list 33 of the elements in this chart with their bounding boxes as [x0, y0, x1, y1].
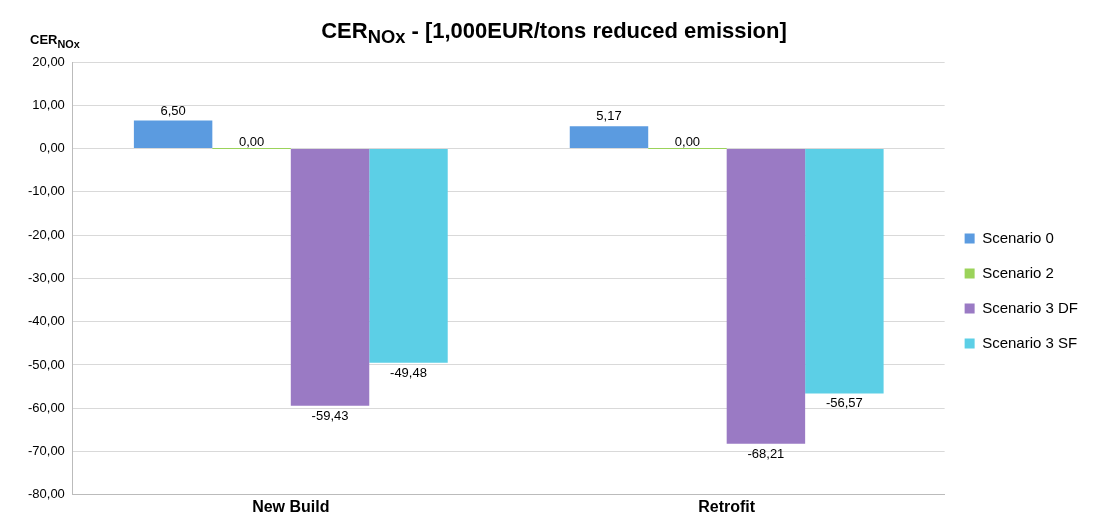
- data-label: -56,57: [825, 395, 863, 411]
- bar: [290, 149, 370, 406]
- legend-label: Scenario 3 DF: [982, 298, 1078, 316]
- legend-label: Scenario 3 SF: [982, 333, 1078, 351]
- bar: [805, 149, 884, 394]
- y-tick-label: -40,00: [27, 313, 65, 329]
- legend-label: Scenario 0: [982, 228, 1054, 246]
- y-tick-label: -70,00: [27, 443, 65, 459]
- data-label: -49,48: [390, 364, 427, 380]
- y-axis-title: CER$_{NOx}$: [30, 32, 80, 50]
- data-label: -59,43: [311, 407, 349, 423]
- chart-title: CER$_{NOx}$ - [1,000EUR/tons reduced emission]: [321, 18, 787, 48]
- y-tick-label: -60,00: [27, 399, 65, 415]
- y-tick-label: 20,00: [32, 53, 65, 69]
- data-label: 0,00: [674, 134, 701, 150]
- y-tick-label: 0,00: [39, 140, 65, 156]
- x-tick-label: Retrofit: [698, 497, 756, 515]
- bar: [133, 120, 213, 149]
- legend-label: Scenario 2: [982, 263, 1054, 281]
- bar: [726, 149, 806, 444]
- data-label: -68,21: [747, 445, 785, 461]
- x-tick-label: New Build: [252, 497, 330, 515]
- bar: [369, 149, 448, 363]
- y-tick-label: -30,00: [27, 269, 65, 285]
- data-label: 0,00: [238, 134, 265, 150]
- y-tick-label: 10,00: [32, 96, 65, 112]
- data-label: 6,50: [160, 102, 186, 118]
- y-tick-label: -80,00: [27, 486, 65, 502]
- y-tick-label: -20,00: [27, 226, 65, 242]
- data-label: 5,17: [596, 108, 622, 124]
- bar: [569, 126, 649, 149]
- y-tick-label: -50,00: [27, 356, 65, 372]
- y-tick-label: -10,00: [27, 183, 65, 199]
